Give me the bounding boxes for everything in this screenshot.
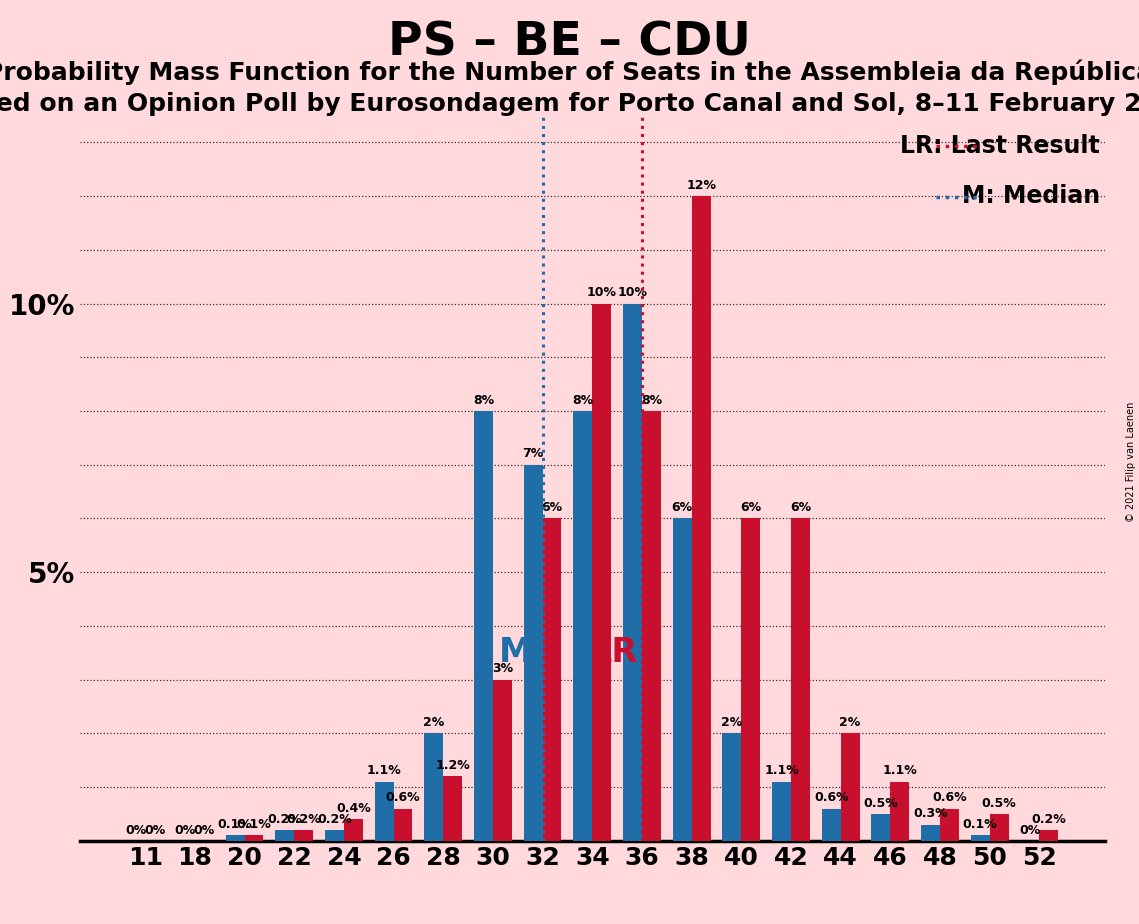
Text: 1.2%: 1.2%: [435, 760, 470, 772]
Bar: [474, 411, 493, 841]
Text: 6%: 6%: [789, 501, 811, 514]
Text: 2%: 2%: [839, 716, 861, 729]
Bar: [940, 808, 959, 841]
Bar: [344, 820, 363, 841]
Bar: [394, 808, 412, 841]
Bar: [790, 518, 810, 841]
Text: LR: Last Result: LR: Last Result: [900, 134, 1099, 158]
Text: Based on an Opinion Poll by Eurosondagem for Porto Canal and Sol, 8–11 February : Based on an Opinion Poll by Eurosondagem…: [0, 92, 1139, 116]
Text: 2%: 2%: [721, 716, 743, 729]
Text: M: Median: M: Median: [961, 185, 1099, 209]
Bar: [1040, 830, 1058, 841]
Text: 0.2%: 0.2%: [1032, 813, 1066, 826]
Text: 0.1%: 0.1%: [237, 818, 271, 832]
Text: 0%: 0%: [174, 823, 196, 836]
Text: 8%: 8%: [641, 394, 662, 407]
Text: 0.6%: 0.6%: [386, 791, 420, 804]
Text: 6%: 6%: [672, 501, 693, 514]
Bar: [573, 411, 592, 841]
Text: 0%: 0%: [144, 823, 165, 836]
Text: 0.6%: 0.6%: [814, 791, 849, 804]
Text: 6%: 6%: [740, 501, 761, 514]
Text: 12%: 12%: [686, 179, 716, 192]
Bar: [493, 680, 511, 841]
Text: 7%: 7%: [523, 447, 543, 460]
Text: LR: LR: [591, 636, 638, 669]
Bar: [673, 518, 691, 841]
Bar: [276, 830, 294, 841]
Bar: [871, 814, 891, 841]
Bar: [542, 518, 562, 841]
Bar: [891, 782, 909, 841]
Bar: [425, 734, 443, 841]
Text: 0%: 0%: [1019, 823, 1041, 836]
Bar: [226, 835, 245, 841]
Bar: [375, 782, 394, 841]
Bar: [623, 304, 642, 841]
Text: 0.5%: 0.5%: [863, 796, 899, 809]
Bar: [921, 825, 940, 841]
Bar: [970, 835, 990, 841]
Bar: [325, 830, 344, 841]
Text: 0%: 0%: [125, 823, 147, 836]
Text: M: M: [499, 636, 532, 669]
Bar: [245, 835, 263, 841]
Text: 0.6%: 0.6%: [932, 791, 967, 804]
Text: PS – BE – CDU: PS – BE – CDU: [388, 20, 751, 66]
Text: 0.5%: 0.5%: [982, 796, 1016, 809]
Bar: [722, 734, 741, 841]
Text: 10%: 10%: [587, 286, 616, 299]
Bar: [741, 518, 760, 841]
Bar: [841, 734, 860, 841]
Bar: [294, 830, 313, 841]
Text: 0.1%: 0.1%: [218, 818, 253, 832]
Text: 8%: 8%: [572, 394, 593, 407]
Text: 0.1%: 0.1%: [962, 818, 998, 832]
Text: 0%: 0%: [194, 823, 215, 836]
Text: 1.1%: 1.1%: [764, 764, 798, 777]
Text: 0.2%: 0.2%: [317, 813, 352, 826]
Text: © 2021 Filip van Laenen: © 2021 Filip van Laenen: [1125, 402, 1136, 522]
Bar: [990, 814, 1008, 841]
Text: 6%: 6%: [541, 501, 563, 514]
Bar: [691, 196, 711, 841]
Text: 2%: 2%: [424, 716, 444, 729]
Text: 0.2%: 0.2%: [286, 813, 321, 826]
Text: 1.1%: 1.1%: [367, 764, 402, 777]
Text: 1.1%: 1.1%: [883, 764, 917, 777]
Text: 10%: 10%: [617, 286, 647, 299]
Bar: [443, 776, 462, 841]
Text: 0.2%: 0.2%: [268, 813, 302, 826]
Text: Probability Mass Function for the Number of Seats in the Assembleia da República: Probability Mass Function for the Number…: [0, 59, 1139, 85]
Bar: [592, 304, 612, 841]
Bar: [524, 465, 542, 841]
Text: 3%: 3%: [492, 663, 513, 675]
Text: 8%: 8%: [473, 394, 494, 407]
Text: 0.3%: 0.3%: [913, 808, 948, 821]
Bar: [821, 808, 841, 841]
Text: 0.4%: 0.4%: [336, 802, 370, 815]
Bar: [772, 782, 790, 841]
Bar: [642, 411, 661, 841]
